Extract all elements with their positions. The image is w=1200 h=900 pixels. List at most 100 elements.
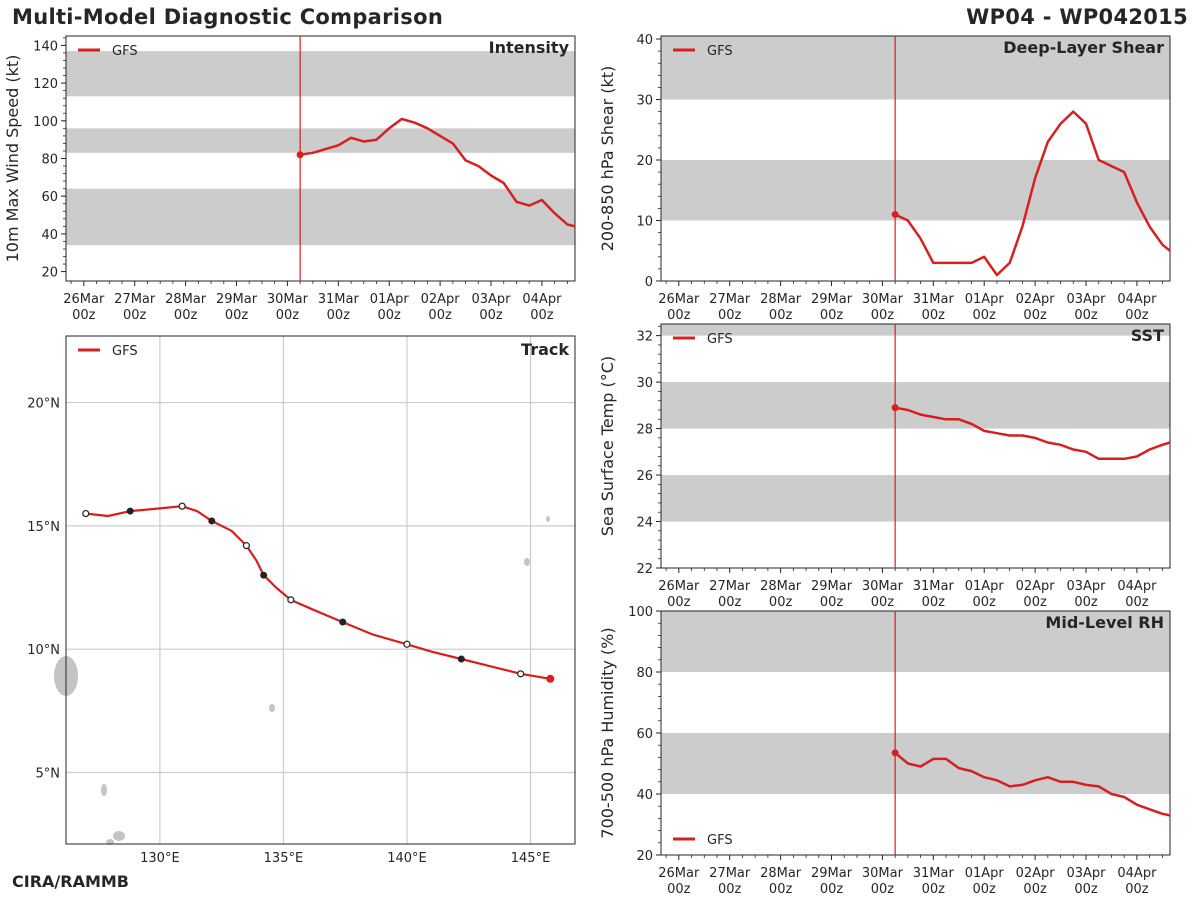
- track-ytick-label: 10°N: [27, 643, 60, 658]
- intensity-xtick-day: 27Mar: [114, 292, 156, 307]
- track-marker-filled: [126, 507, 134, 515]
- sst-xtick-day: 27Mar: [709, 579, 751, 594]
- track-ytick-label: 20°N: [27, 397, 60, 412]
- rh-band: [661, 611, 1170, 672]
- sst-ytick-label: 26: [636, 469, 653, 484]
- intensity-xtick-hour: 00z: [428, 308, 452, 323]
- rh-xtick-day: 04Apr: [1117, 866, 1157, 881]
- rh-xtick-hour: 00z: [871, 882, 895, 897]
- intensity-band: [66, 188, 575, 246]
- rh-xtick-hour: 00z: [769, 882, 793, 897]
- shear-xtick-hour: 00z: [1023, 308, 1047, 323]
- intensity-ytick-label: 140: [33, 39, 58, 54]
- track-marker-open: [178, 502, 186, 510]
- rh-xtick-hour: 00z: [922, 882, 946, 897]
- intensity-legend-label: GFS: [112, 44, 138, 59]
- shear-xtick-day: 26Mar: [658, 292, 700, 307]
- intensity-xtick-day: 02Apr: [421, 292, 461, 307]
- shear-ytick-label: 20: [636, 154, 653, 169]
- shear-xtick-hour: 00z: [718, 308, 742, 323]
- intensity-xtick-hour: 00z: [225, 308, 249, 323]
- intensity-xtick-hour: 00z: [479, 308, 503, 323]
- intensity-ytick-label: 100: [33, 115, 58, 130]
- track-marker-filled: [339, 618, 347, 626]
- intensity-data-point: [296, 151, 304, 159]
- rh-xtick-day: 01Apr: [965, 866, 1005, 881]
- intensity-ytick-label: 60: [41, 190, 58, 205]
- track-marker-filled: [260, 571, 268, 579]
- shear-band: [661, 160, 1170, 221]
- sst-ytick-label: 22: [636, 562, 653, 577]
- rh-xtick-hour: 00z: [820, 882, 844, 897]
- sst-xtick-hour: 00z: [1074, 595, 1098, 610]
- track-marker-open: [82, 509, 90, 518]
- rh-xtick-hour: 00z: [718, 882, 742, 897]
- shear-ylabel: 200-850 hPa Shear (kt): [598, 66, 617, 252]
- sst-xtick-hour: 00z: [769, 595, 793, 610]
- track-land-island: [113, 831, 125, 841]
- sst-band: [661, 475, 1170, 522]
- sst-xtick-hour: 00z: [820, 595, 844, 610]
- shear-xtick-day: 29Mar: [811, 292, 853, 307]
- rh-xtick-hour: 00z: [1023, 882, 1047, 897]
- sst-frame: [660, 323, 1171, 569]
- sst-series-line: [894, 406, 1171, 461]
- shear-xtick-hour: 00z: [922, 308, 946, 323]
- shear-frame: [660, 35, 1171, 282]
- rh-xtick-hour: 00z: [667, 882, 691, 897]
- sst-xtick-day: 03Apr: [1066, 579, 1106, 594]
- track-xtick-label: 140°E: [387, 851, 427, 866]
- intensity-ytick-label: 40: [41, 228, 58, 243]
- rh-ytick-label: 80: [636, 666, 653, 681]
- sst-xtick-day: 28Mar: [760, 579, 802, 594]
- sst-xtick-hour: 00z: [922, 595, 946, 610]
- track-marker-open: [403, 640, 411, 648]
- shear-panel-title: Deep-Layer Shear: [1003, 38, 1164, 57]
- track-ytick-label: 15°N: [27, 520, 60, 535]
- sst-xtick-day: 04Apr: [1117, 579, 1157, 594]
- sst-xtick-day: 01Apr: [965, 579, 1005, 594]
- intensity-panel: 2040608010012014026Mar00z27Mar00z28Mar00…: [3, 35, 576, 323]
- sst-xtick-day: 26Mar: [658, 579, 700, 594]
- rh-xtick-day: 30Mar: [862, 866, 904, 881]
- track-marker-open: [287, 596, 295, 604]
- intensity-xtick-day: 04Apr: [522, 292, 562, 307]
- sst-xtick-hour: 00z: [973, 595, 997, 610]
- rh-xtick-hour: 00z: [1074, 882, 1098, 897]
- rh-legend-label: GFS: [707, 833, 733, 848]
- sst-xtick-hour: 00z: [1023, 595, 1047, 610]
- sst-legend-label: GFS: [707, 332, 733, 347]
- shear-panel: 01020304026Mar00z27Mar00z28Mar00z29Mar00…: [598, 33, 1171, 323]
- sst-ytick-label: 24: [636, 516, 653, 531]
- track-marker-open: [242, 542, 250, 550]
- shear-series-line: [894, 110, 1171, 277]
- track-series-line: [85, 505, 551, 680]
- track-xtick-label: 135°E: [264, 851, 304, 866]
- shear-xtick-hour: 00z: [973, 308, 997, 323]
- intensity-xtick-hour: 00z: [276, 308, 300, 323]
- rh-xtick-day: 31Mar: [913, 866, 955, 881]
- shear-xtick-day: 01Apr: [965, 292, 1005, 307]
- intensity-xtick-day: 28Mar: [165, 292, 207, 307]
- rh-panel: 2040608010026Mar00z27Mar00z28Mar00z29Mar…: [598, 605, 1171, 897]
- sst-xtick-day: 31Mar: [913, 579, 955, 594]
- track-ytick-label: 5°N: [36, 766, 61, 781]
- track-land-island: [269, 704, 275, 712]
- sst-xtick-hour: 00z: [871, 595, 895, 610]
- intensity-series-line: [299, 117, 576, 228]
- shear-ytick-label: 10: [636, 215, 653, 230]
- intensity-xtick-day: 29Mar: [216, 292, 258, 307]
- intensity-xtick-hour: 00z: [72, 308, 96, 323]
- track-panel-title: Track: [521, 340, 569, 359]
- sst-xtick-hour: 00z: [1125, 595, 1149, 610]
- sst-ytick-label: 30: [636, 376, 653, 391]
- intensity-xtick-day: 30Mar: [267, 292, 309, 307]
- track-xtick-label: 130°E: [140, 851, 180, 866]
- sst-band: [661, 382, 1170, 429]
- shear-ytick-label: 40: [636, 33, 653, 48]
- intensity-ylabel: 10m Max Wind Speed (kt): [3, 55, 22, 263]
- shear-xtick-hour: 00z: [1125, 308, 1149, 323]
- intensity-band: [66, 128, 575, 153]
- intensity-ytick-label: 20: [41, 266, 58, 281]
